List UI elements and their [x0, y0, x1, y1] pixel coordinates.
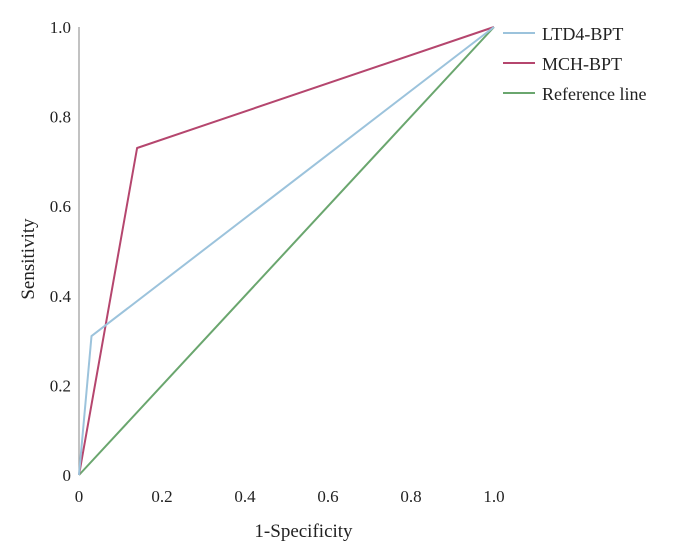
y-axis-title: Sensitivity: [18, 218, 39, 300]
series-lines: [78, 26, 495, 476]
legend-label: LTD4-BPT: [542, 24, 623, 44]
y-tick-label: 0.4: [50, 287, 72, 306]
series-line-mch-bpt: [78, 26, 495, 476]
y-tick-label: 0: [63, 466, 72, 485]
x-tick-label: 0.8: [400, 487, 421, 506]
x-tick-label: 0.4: [234, 487, 256, 506]
legend-label: MCH-BPT: [542, 54, 622, 74]
y-tick-label: 0.2: [50, 376, 71, 395]
y-tick-label: 1.0: [50, 18, 71, 37]
axes: 0 0.2 0.4 0.6 0.8 1.0 0 0.2 0.4 0.6 0.8 1.0: [50, 18, 505, 506]
x-tick-label: 1.0: [483, 487, 504, 506]
series-line-ltd4-bpt: [78, 26, 495, 476]
x-tick-label: 0.2: [151, 487, 172, 506]
y-tick-label: 0.8: [50, 108, 71, 127]
series-line-reference-line: [78, 26, 495, 476]
x-axis-title: 1-Specificity: [254, 521, 353, 542]
y-tick-label: 0.6: [50, 197, 71, 216]
legend: LTD4-BPT MCH-BPT Reference line: [503, 24, 646, 104]
x-tick-label: 0: [75, 487, 84, 506]
x-tick-label: 0.6: [317, 487, 338, 506]
legend-label: Reference line: [542, 84, 646, 104]
